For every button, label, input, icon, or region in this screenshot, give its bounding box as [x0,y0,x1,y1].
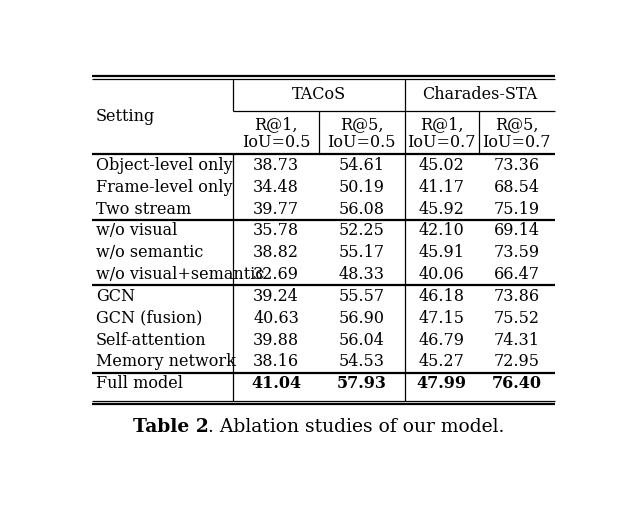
Text: IoU=0.5: IoU=0.5 [328,134,396,151]
Text: R@5,: R@5, [340,116,384,133]
Text: w/o visual: w/o visual [96,223,177,239]
Text: 56.08: 56.08 [339,201,385,217]
Text: 39.88: 39.88 [253,332,299,348]
Text: 73.59: 73.59 [494,244,540,261]
Text: 40.06: 40.06 [419,266,465,283]
Text: 68.54: 68.54 [494,179,540,196]
Text: 52.25: 52.25 [339,223,385,239]
Text: 47.15: 47.15 [419,310,465,327]
Text: 41.17: 41.17 [419,179,465,196]
Text: 35.78: 35.78 [253,223,299,239]
Text: TACoS: TACoS [292,86,346,103]
Text: GCN (fusion): GCN (fusion) [96,310,202,327]
Text: IoU=0.7: IoU=0.7 [407,134,476,151]
Text: 55.57: 55.57 [339,288,385,305]
Text: 72.95: 72.95 [494,354,540,370]
Text: R@1,: R@1, [254,116,298,133]
Text: 54.61: 54.61 [339,157,385,174]
Text: 32.69: 32.69 [253,266,299,283]
Text: 45.92: 45.92 [419,201,465,217]
Text: 56.90: 56.90 [339,310,385,327]
Text: 34.48: 34.48 [253,179,299,196]
Text: 56.04: 56.04 [339,332,385,348]
Text: . Ablation studies of our model.: . Ablation studies of our model. [208,418,505,436]
Text: 47.99: 47.99 [417,375,466,392]
Text: 66.47: 66.47 [494,266,540,283]
Text: w/o semantic: w/o semantic [96,244,203,261]
Text: IoU=0.5: IoU=0.5 [242,134,310,151]
Text: 40.63: 40.63 [253,310,299,327]
Text: 45.27: 45.27 [419,354,465,370]
Text: 39.77: 39.77 [253,201,299,217]
Text: 50.19: 50.19 [339,179,385,196]
Text: 75.19: 75.19 [494,201,540,217]
Text: 48.33: 48.33 [339,266,385,283]
Text: 54.53: 54.53 [339,354,385,370]
Text: Frame-level only: Frame-level only [96,179,233,196]
Text: 38.16: 38.16 [253,354,299,370]
Text: 76.40: 76.40 [492,375,542,392]
Text: GCN: GCN [96,288,135,305]
Text: 73.86: 73.86 [494,288,540,305]
Text: 73.36: 73.36 [494,157,540,174]
Text: w/o visual+semantic: w/o visual+semantic [96,266,264,283]
Text: 45.02: 45.02 [419,157,465,174]
Text: 38.82: 38.82 [253,244,299,261]
Text: Object-level only: Object-level only [96,157,233,174]
Text: 46.79: 46.79 [419,332,465,348]
Text: Self-attention: Self-attention [96,332,207,348]
Text: R@1,: R@1, [420,116,463,133]
Text: R@5,: R@5, [495,116,539,133]
Text: Full model: Full model [96,375,183,392]
Text: Table 2: Table 2 [132,418,208,436]
Text: 69.14: 69.14 [494,223,540,239]
Text: 46.18: 46.18 [419,288,465,305]
Text: Memory network: Memory network [96,354,236,370]
Text: 41.04: 41.04 [251,375,301,392]
Text: Two stream: Two stream [96,201,192,217]
Text: Charades-STA: Charades-STA [422,86,537,103]
Text: 45.91: 45.91 [419,244,465,261]
Text: Setting: Setting [96,108,156,125]
Text: IoU=0.7: IoU=0.7 [483,134,551,151]
Text: 38.73: 38.73 [253,157,299,174]
Text: 39.24: 39.24 [253,288,299,305]
Text: 55.17: 55.17 [339,244,385,261]
Text: 57.93: 57.93 [337,375,387,392]
Text: 74.31: 74.31 [494,332,540,348]
Text: 75.52: 75.52 [494,310,540,327]
Text: 42.10: 42.10 [419,223,465,239]
